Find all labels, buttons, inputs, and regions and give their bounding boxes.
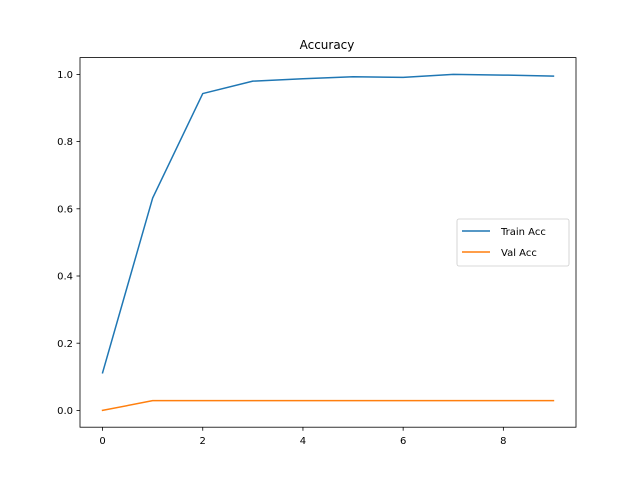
x-tick-label: 6 [400,436,406,447]
y-tick-label: 0.0 [57,406,73,417]
y-tick-label: 0.2 [57,339,73,350]
x-axis: 0 2 4 6 8 [99,427,506,447]
y-tick-label: 1.0 [57,70,73,81]
y-tick-label: 0.8 [57,137,73,148]
chart-title: Accuracy [300,38,355,52]
legend-label: Train Acc [500,227,546,238]
x-tick-label: 0 [99,436,105,447]
x-tick-label: 8 [500,436,506,447]
x-tick-label: 4 [300,436,306,447]
y-tick-label: 0.6 [57,204,73,215]
legend-label: Val Acc [501,248,537,259]
legend: Train Acc Val Acc [457,219,569,266]
y-axis: 0.0 0.2 0.4 0.6 0.8 1.0 [57,70,80,417]
y-tick-label: 0.4 [57,272,73,283]
x-tick-label: 2 [200,436,206,447]
series-line-val-acc [103,401,554,411]
